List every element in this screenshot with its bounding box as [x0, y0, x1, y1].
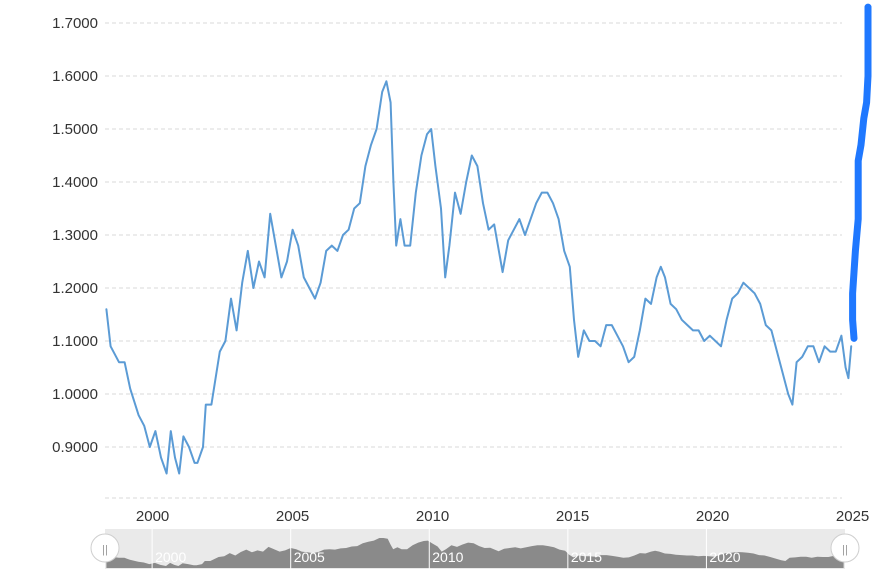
y-axis-ticks: 0.9000 1.0000 1.1000 1.2000 1.3000 1.4000 1.50…	[52, 15, 98, 456]
navigator-year-label: 2020	[709, 549, 740, 565]
x-axis-ticks: 2000 2005 2010 2015 2020 2025	[136, 508, 869, 525]
navigator-left-handle-grip: ||	[102, 544, 108, 556]
y-tick-label: 1.7000	[52, 15, 98, 32]
navigator-year-label: 2010	[432, 549, 463, 565]
x-tick-label: 2000	[136, 508, 169, 525]
navigator-right-handle-grip: ||	[842, 544, 848, 556]
y-tick-label: 1.4000	[52, 174, 98, 191]
y-tick-label: 1.2000	[52, 280, 98, 297]
highlight-line	[849, 3, 872, 342]
exchange-rate-line	[105, 80, 853, 475]
series-lines	[105, 3, 872, 475]
y-tick-label: 0.9000	[52, 439, 98, 456]
y-tick-label: 1.6000	[52, 68, 98, 85]
x-tick-label: 2015	[556, 508, 589, 525]
navigator-year-label: 2000	[155, 549, 186, 565]
range-navigator[interactable]: 2000 2005 2010 2015 2020 || ||	[90, 529, 860, 569]
navigator-right-handle[interactable]	[830, 533, 860, 563]
navigator-year-label: 2015	[571, 549, 602, 565]
x-tick-label: 2025	[836, 508, 869, 525]
x-tick-label: 2020	[696, 508, 729, 525]
x-tick-label: 2005	[276, 508, 309, 525]
y-tick-label: 1.5000	[52, 121, 98, 138]
navigator-left-handle[interactable]	[90, 533, 120, 563]
navigator-year-label: 2005	[294, 549, 325, 565]
x-tick-label: 2010	[416, 508, 449, 525]
grid-lines	[105, 22, 842, 499]
y-tick-label: 1.1000	[52, 333, 98, 350]
navigator-labels: 2000 2005 2010 2015 2020	[151, 529, 741, 569]
y-tick-label: 1.3000	[52, 227, 98, 244]
y-tick-label: 1.0000	[52, 386, 98, 403]
